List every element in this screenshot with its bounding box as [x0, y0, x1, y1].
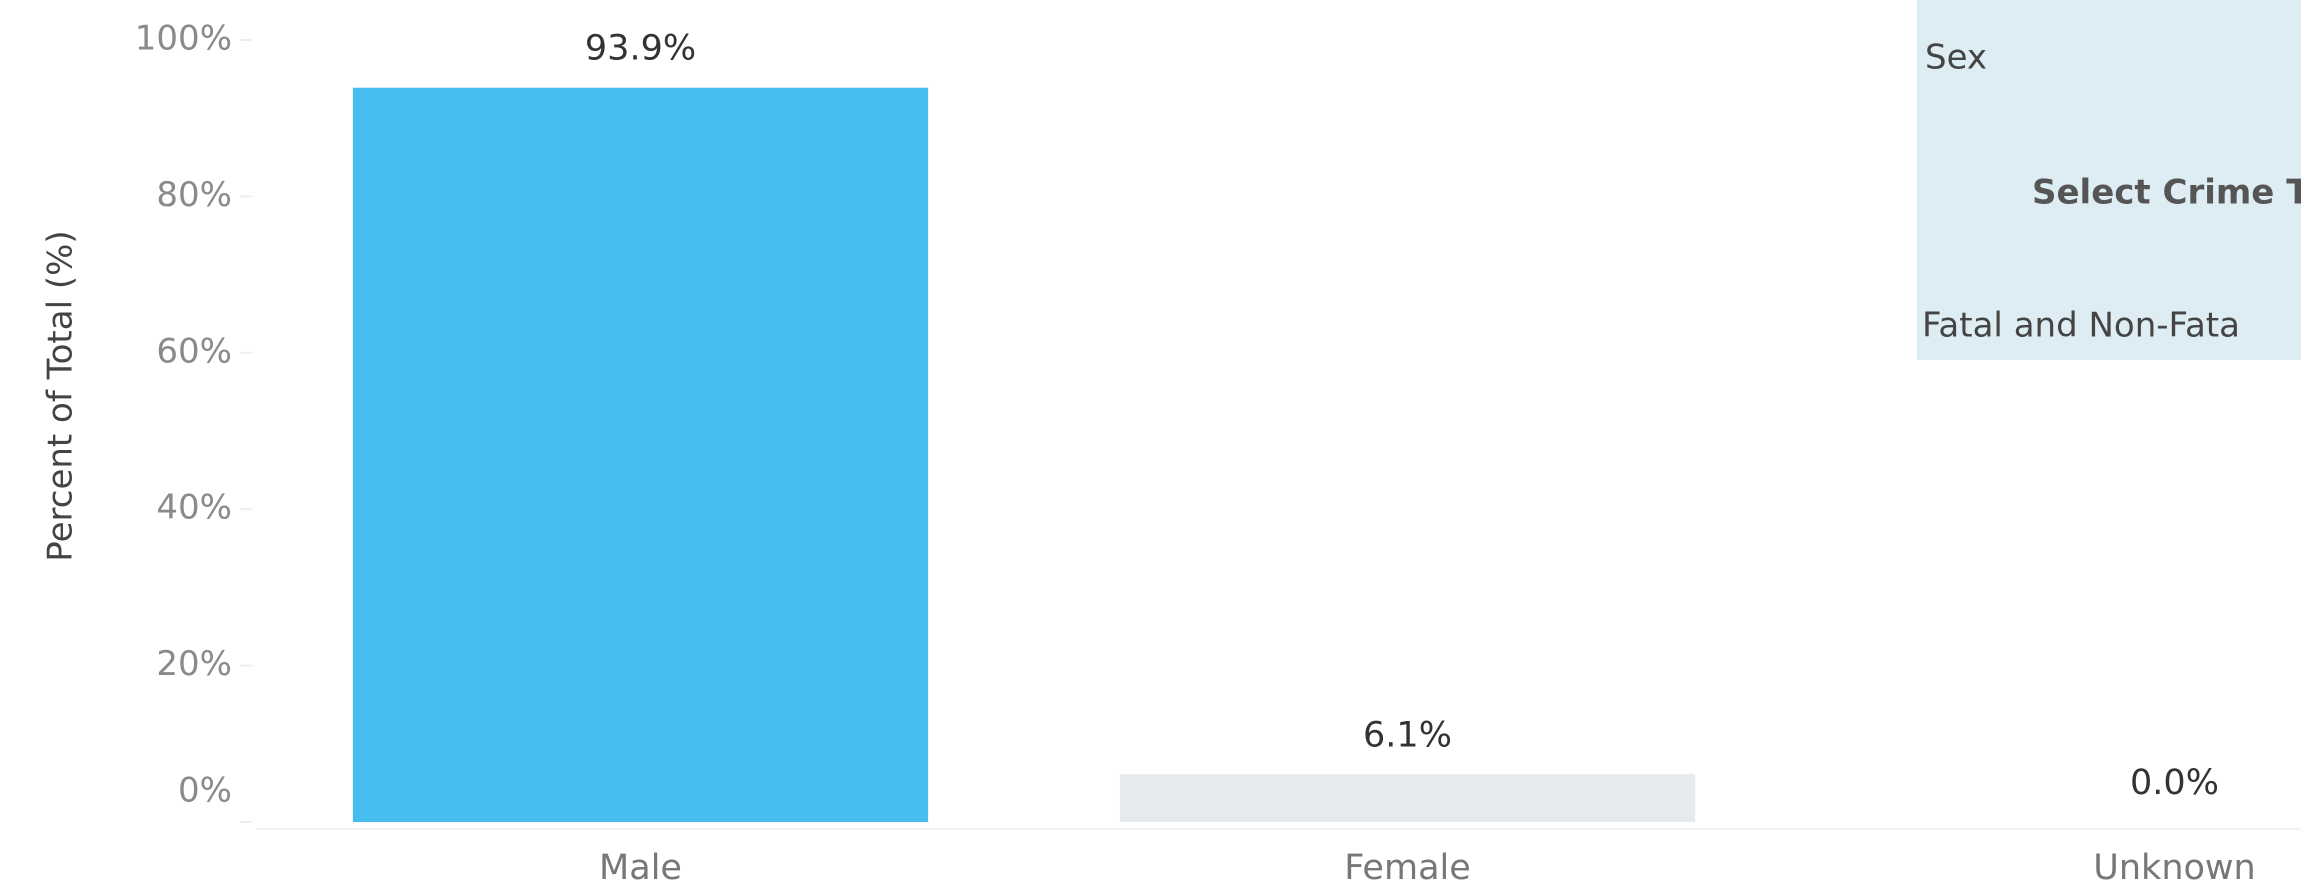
- y-tick-label: 20%: [156, 644, 232, 684]
- y-axis-label: Percent of Total (%): [41, 230, 81, 561]
- y-tick-label: 0%: [178, 771, 232, 811]
- value-label: 93.9%: [585, 29, 696, 69]
- value-label: 6.1%: [1363, 715, 1452, 755]
- x-tick-label: Unknown: [2093, 848, 2255, 887]
- bar: [1119, 774, 1696, 822]
- legend-title: Sex: [1925, 38, 1987, 78]
- x-tick-label: Female: [1344, 848, 1471, 887]
- legend-selection[interactable]: Fatal and Non-Fata: [1922, 306, 2240, 346]
- y-tick-label: 60%: [156, 331, 232, 371]
- y-tick-label: 80%: [156, 175, 232, 215]
- y-tick-label: 100%: [135, 19, 232, 59]
- bar: [352, 87, 929, 822]
- y-tick-label: 40%: [156, 488, 232, 528]
- legend-heading: Select Crime T: [2032, 173, 2301, 213]
- value-label: 0.0%: [2130, 763, 2219, 803]
- legend-panel: [1917, 0, 2301, 360]
- x-tick-label: Male: [599, 848, 682, 887]
